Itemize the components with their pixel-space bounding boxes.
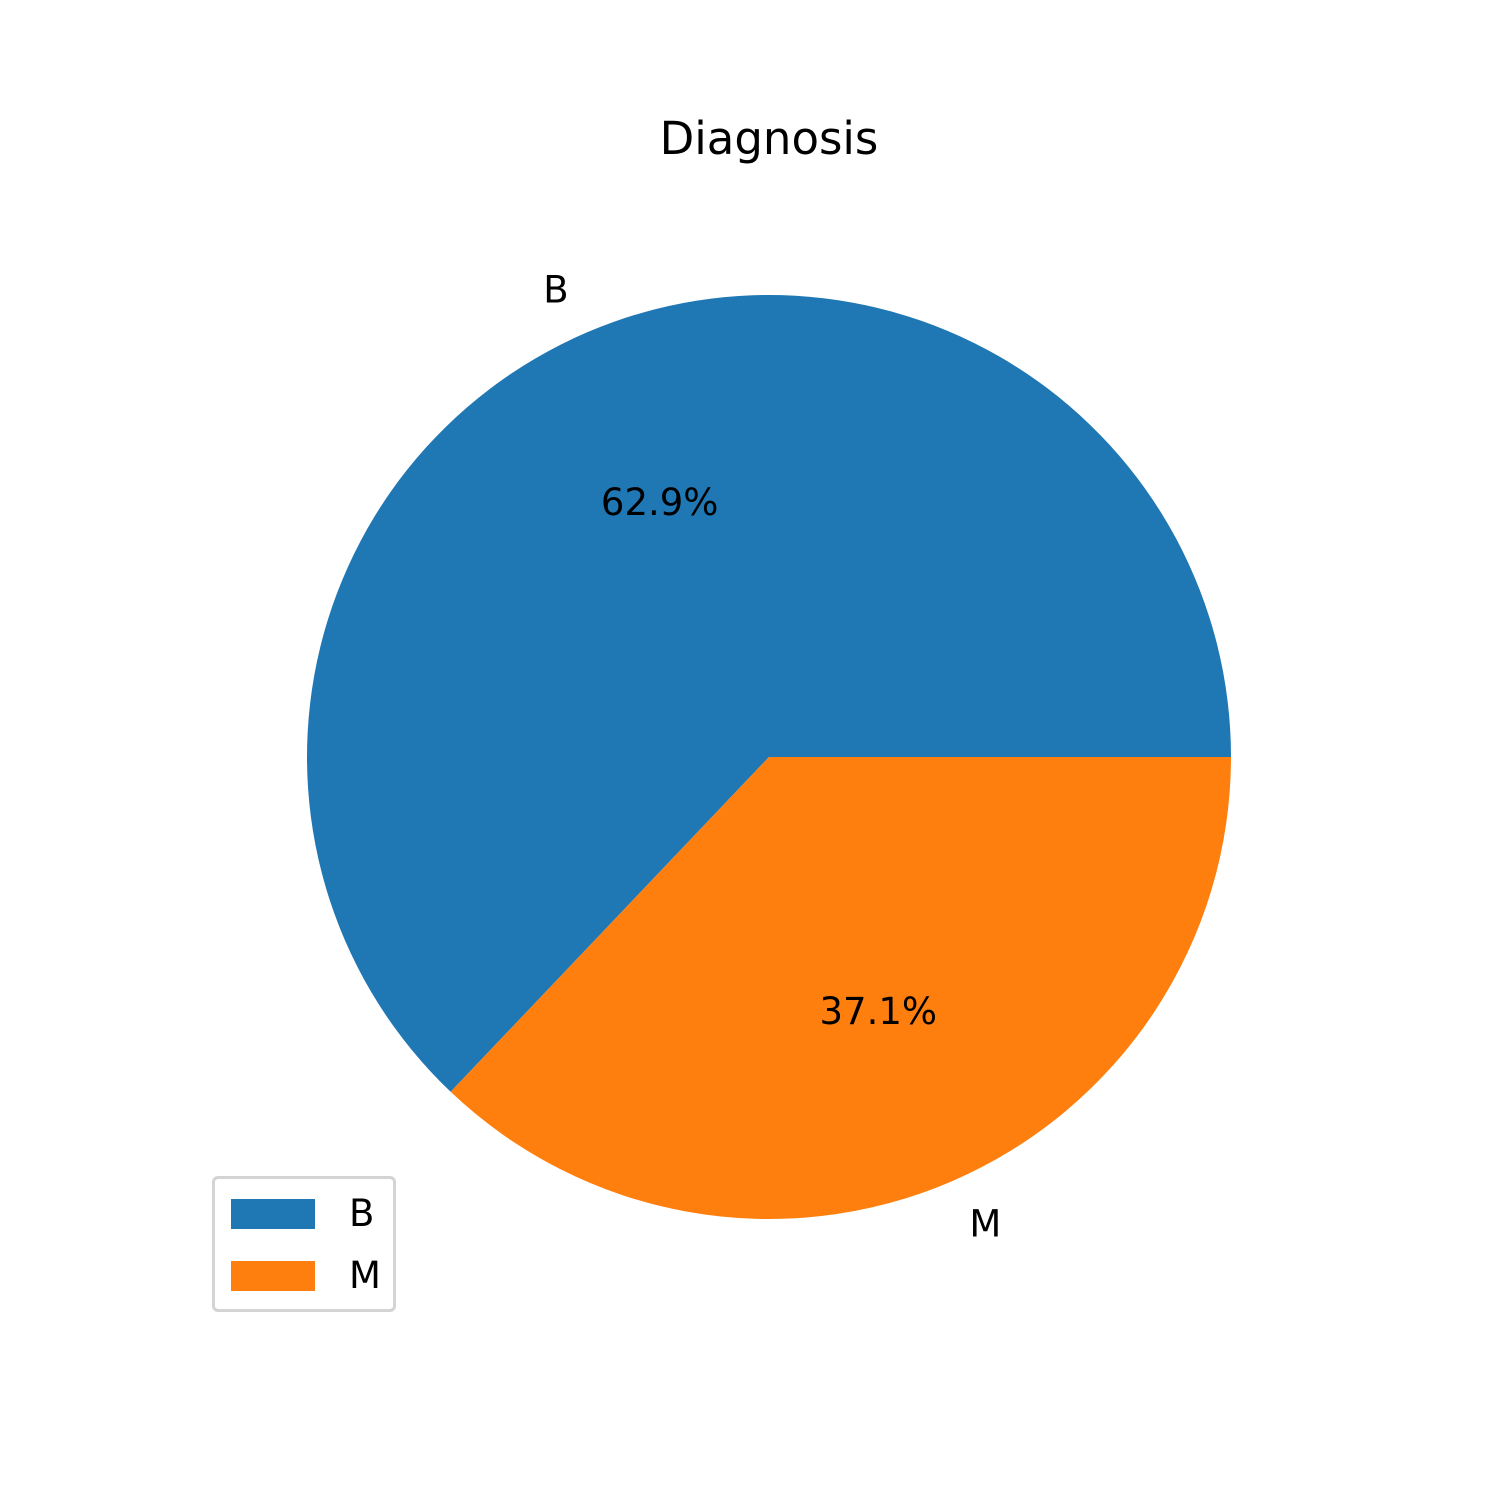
pie-category-label-b: B (543, 268, 568, 311)
legend-swatch-m (231, 1261, 315, 1291)
pie-percent-label-m: 37.1% (820, 990, 938, 1033)
pie-slice-b (307, 295, 1231, 1092)
legend-label-b: B (349, 1192, 375, 1235)
legend-label-m: M (349, 1254, 381, 1297)
legend-entry-m: M (231, 1254, 381, 1297)
chart-title: Diagnosis (660, 112, 879, 165)
pie-category-label-m: M (969, 1203, 1001, 1246)
pie-slices (307, 295, 1232, 1220)
pie-labels: B 62.9% M 37.1% (543, 268, 1001, 1245)
pie-percent-label-b: 62.9% (601, 481, 719, 524)
legend: B M (212, 1176, 396, 1312)
legend-entry-b: B (231, 1192, 375, 1235)
legend-swatch-b (231, 1199, 315, 1229)
pie-slice-m (450, 757, 1232, 1220)
